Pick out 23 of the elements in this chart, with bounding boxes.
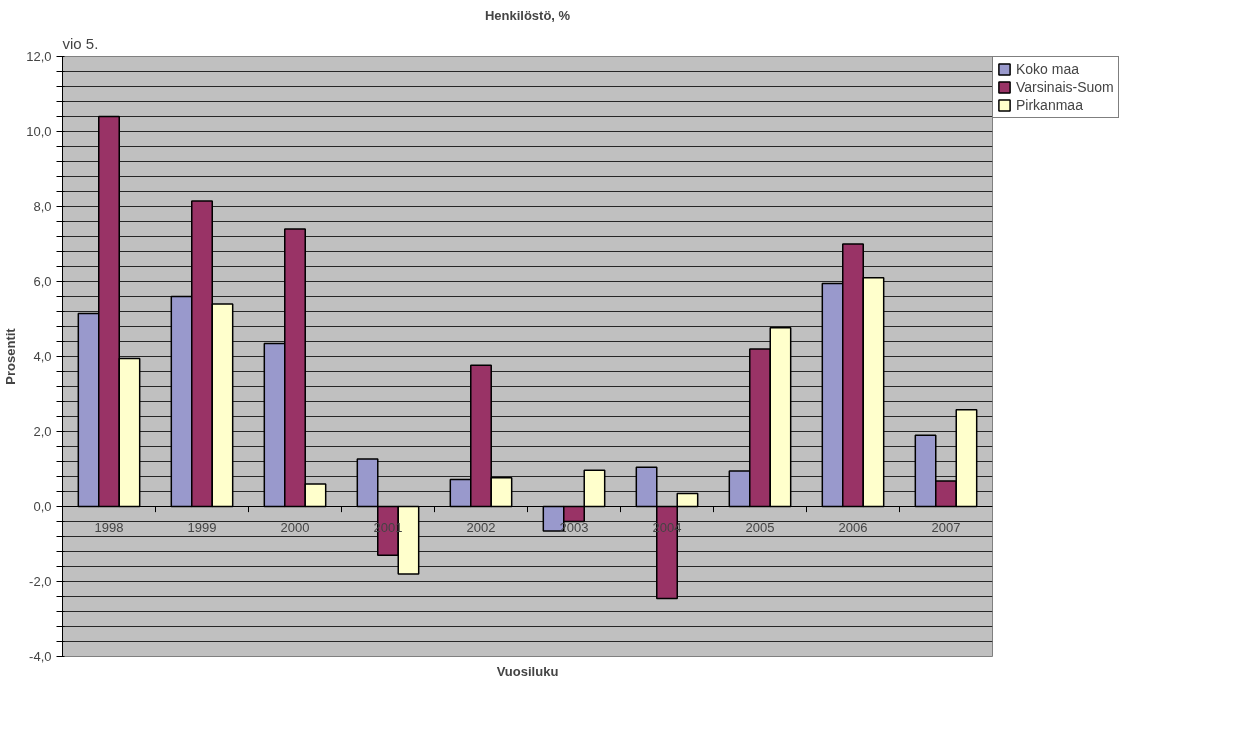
y-tick-label: 2,0 <box>33 424 52 439</box>
x-tick-label: 1998 <box>94 519 124 535</box>
y-tick-label: 4,0 <box>33 349 52 364</box>
y-tick-label: 6,0 <box>33 274 52 289</box>
legend-label: Varsinais-Suom <box>1016 79 1114 95</box>
text: vio 5. <box>62 34 99 52</box>
x-tick-label: 2002 <box>466 519 496 535</box>
y-axis-title: Prosentit <box>3 327 19 385</box>
legend-label: Pirkanmaa <box>1016 97 1083 113</box>
x-tick-label: 2000 <box>280 519 310 535</box>
x-tick-label: 2007 <box>931 519 961 535</box>
x-axis-title: Vuosiluku <box>496 663 559 679</box>
y-tick-label: 0,0 <box>33 499 52 514</box>
y-tick-label: -2,0 <box>29 574 52 589</box>
x-tick-label: 2005 <box>745 519 775 535</box>
y-tick-label: 12,0 <box>26 49 52 64</box>
y-tick-label: 8,0 <box>33 199 52 214</box>
y-tick-label: -4,0 <box>29 649 52 664</box>
x-tick-label: 1999 <box>187 519 217 535</box>
y-tick-label: 10,0 <box>26 124 52 139</box>
chart-title: Henkilöstö, % <box>484 7 571 23</box>
x-tick-label: 2006 <box>838 519 868 535</box>
legend-label: Koko maa <box>1016 61 1080 77</box>
